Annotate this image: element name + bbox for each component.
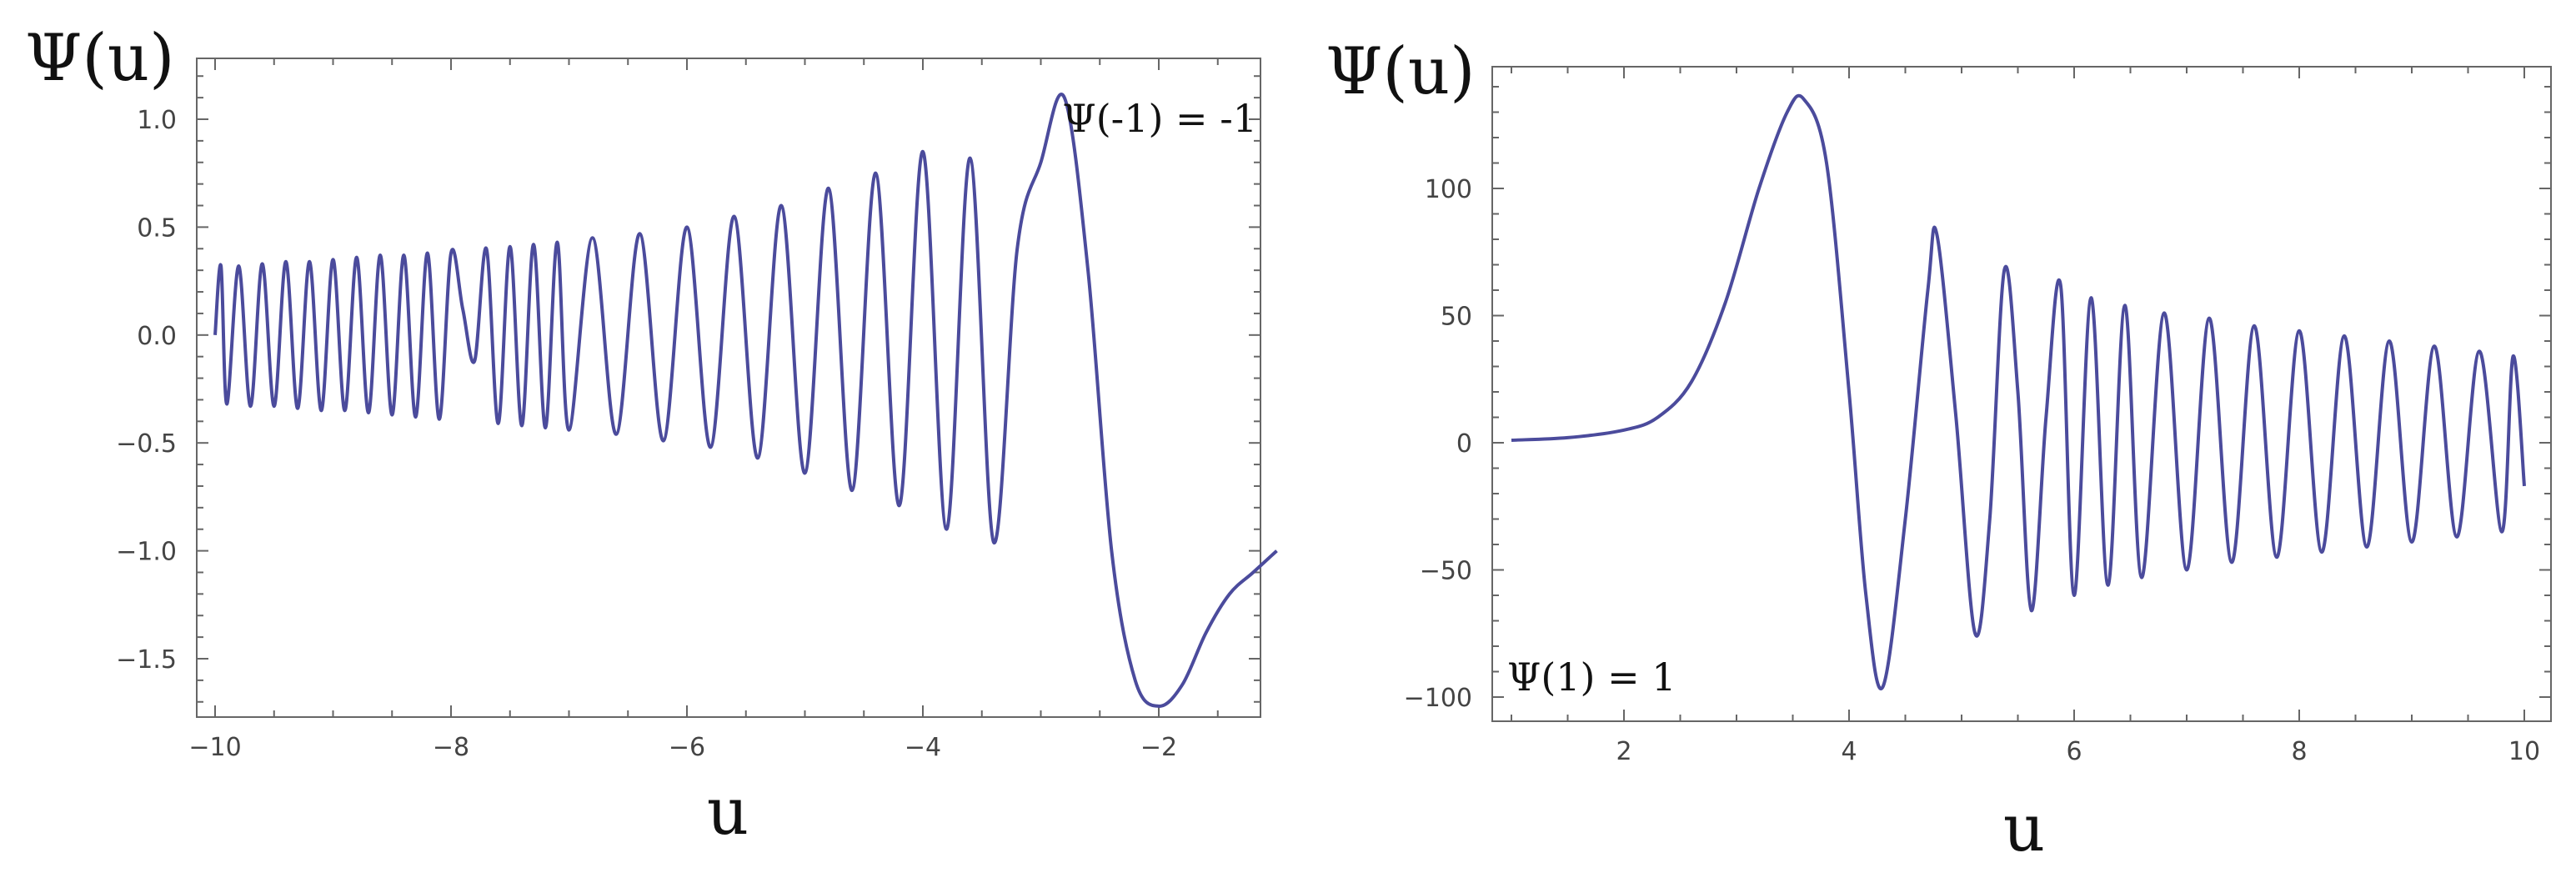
x-tick-label: −2 [1140,733,1177,762]
y-tick-label: 0.5 [137,213,177,243]
series-line [1511,93,2526,690]
annotation-label: Ψ(-1) = -1 [1062,96,1257,141]
y-tick-label: 0 [1456,429,1472,459]
plot-frame [1491,66,2552,722]
x-tick-label: 8 [2291,737,2307,766]
y-tick-label: −0.5 [116,429,177,459]
x-tick-label: −4 [905,733,941,762]
series-line [213,93,1278,708]
y-tick-label: 0.0 [137,322,177,351]
y-tick-label: −1.0 [116,538,177,567]
x-tick-label: −8 [433,733,469,762]
x-tick-label: −10 [188,733,241,762]
annotation-label: Ψ(1) = 1 [1507,655,1676,700]
x-tick-label: 4 [1841,737,1857,766]
x-tick-label: 2 [1616,737,1631,766]
plot-frame [196,58,1261,718]
y-tick-label: 50 [1441,303,1472,332]
right-plot: 2 4 6 8 10 100 50 0 −50 −100 u Ψ(u) Ψ(1) = 1 [1326,34,2552,866]
y-tick-label: −100 [1404,684,1472,713]
y-tick-label: −50 [1420,557,1472,586]
y-tick-label: 1.0 [137,106,177,135]
y-tick-label: −1.5 [116,645,177,675]
x-tick-label: −6 [669,733,705,762]
x-axis-title: u [707,775,749,850]
y-axis-title: Ψ(u) [25,21,175,96]
x-tick-label: 10 [2508,737,2540,766]
left-plot: −10 −8 −6 −4 −2 1.0 0.5 0.0 −0.5 −1.0 −1.5 u Ψ(u) Ψ(-… [25,21,1278,850]
x-tick-label: 6 [2066,737,2082,766]
x-axis-title: u [2003,791,2045,866]
y-axis-title: Ψ(u) [1326,34,1476,109]
y-tick-label: 100 [1425,175,1472,204]
